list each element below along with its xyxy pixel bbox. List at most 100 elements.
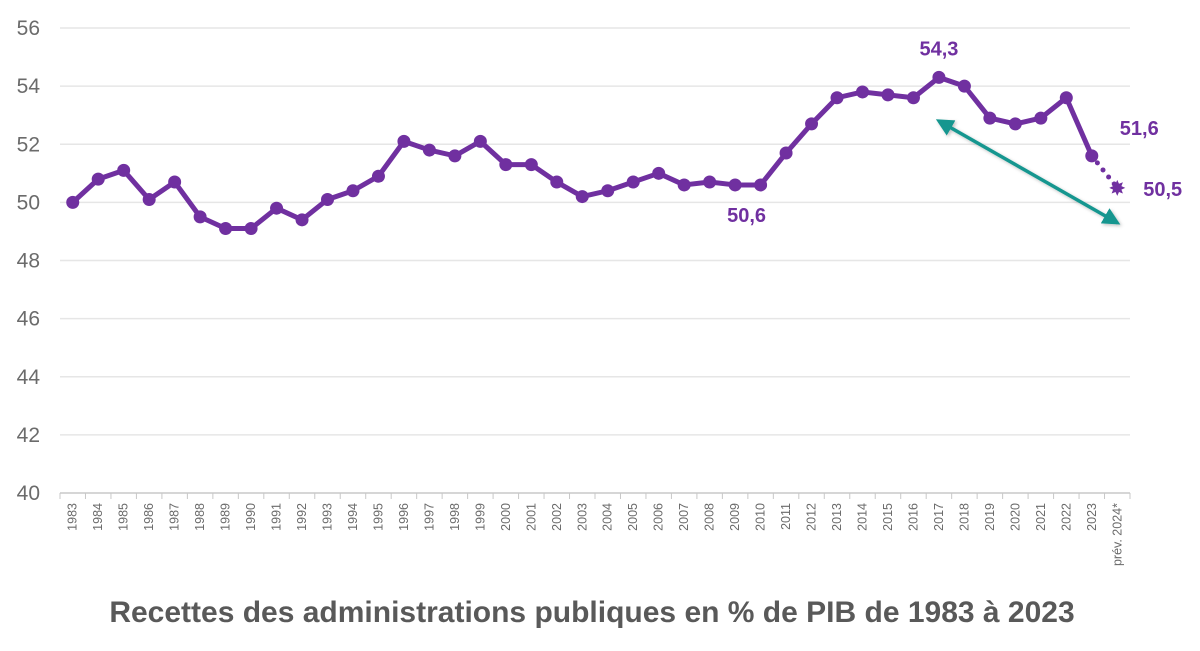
x-tick-label: 2006 [652, 503, 666, 531]
x-tick-label: 2015 [881, 503, 895, 531]
data-point [397, 134, 411, 148]
data-point [957, 79, 971, 93]
data-point [193, 210, 207, 224]
x-tick-label: 2020 [1008, 503, 1022, 531]
x-tick-label: 1993 [321, 503, 335, 531]
data-point [270, 201, 284, 215]
x-tick-label: 1991 [270, 503, 284, 531]
data-point [728, 178, 742, 192]
forecast-point [1109, 179, 1126, 196]
data-point [932, 70, 946, 84]
data-point [779, 146, 793, 160]
x-tick-label: 1997 [422, 503, 436, 531]
data-point [626, 175, 640, 189]
x-tick-label: 1999 [473, 503, 487, 531]
x-tick-label: 1984 [91, 503, 105, 531]
data-point [499, 158, 513, 172]
data-point [168, 175, 182, 189]
x-tick-label: 2007 [677, 503, 691, 531]
data-point [346, 184, 360, 198]
y-tick-label: 44 [17, 366, 41, 389]
x-axis: 1983 1984 1985 1986 1987 1988 1989 1990 1991 1992… [59, 492, 1131, 566]
data-point [1008, 117, 1022, 131]
x-tick-label: 1985 [117, 503, 131, 531]
trend-arrow [935, 119, 1121, 225]
series-line [70, 74, 1095, 232]
x-tick-label: 2023 [1085, 503, 1099, 531]
y-tick-label: 42 [17, 424, 40, 447]
x-tick-label: 2021 [1034, 503, 1048, 531]
data-point [575, 190, 589, 204]
data-point [881, 88, 895, 102]
x-tick-label: 1998 [448, 503, 462, 531]
x-tick-label: 2010 [754, 503, 768, 531]
data-point [91, 172, 105, 186]
x-tick-label: 2000 [499, 503, 513, 531]
data-point [677, 178, 691, 192]
chart-title: Recettes des administrations publiques e… [109, 596, 1074, 629]
data-point [66, 195, 80, 209]
y-axis: 40 42 44 46 48 50 52 54 56 [17, 17, 41, 505]
x-tick-label: prév. 2024* [1110, 503, 1124, 566]
data-point [371, 169, 385, 183]
x-tick-label: 2009 [728, 503, 742, 531]
y-tick-label: 50 [17, 191, 40, 214]
x-tick-label: 2016 [906, 503, 920, 531]
x-tick-label: 2004 [601, 503, 615, 531]
x-tick-label: 1990 [244, 503, 258, 531]
x-tick-label: 2001 [524, 503, 538, 531]
data-point [244, 222, 258, 236]
series-recettes [66, 70, 1126, 236]
x-tick-label: 1996 [397, 503, 411, 531]
data-point [906, 91, 920, 105]
y-tick-label: 46 [17, 308, 40, 331]
data-point [321, 192, 334, 206]
x-tick-label: 2011 [779, 503, 793, 530]
data-point [805, 117, 819, 131]
x-tick-label: 2019 [983, 503, 997, 531]
x-tick-label: 1994 [346, 503, 360, 531]
data-point [703, 175, 717, 189]
data-label: 51,6 [1120, 118, 1159, 140]
x-tick-label: 1992 [295, 503, 309, 531]
data-point [754, 178, 768, 192]
data-point [550, 175, 564, 189]
data-point [219, 222, 233, 236]
data-point [601, 184, 615, 198]
data-label: 50,6 [727, 205, 766, 227]
y-tick-label: 52 [17, 133, 40, 156]
data-point [117, 163, 131, 177]
x-tick-label: 2012 [805, 503, 819, 531]
x-tick-label: 2005 [626, 503, 640, 531]
data-point [856, 85, 869, 99]
x-tick-label: 1986 [142, 503, 156, 531]
x-tick-label: 2008 [703, 503, 717, 531]
x-tick-label: 2017 [932, 503, 946, 531]
x-tick-label: 2003 [575, 503, 589, 531]
x-tick-label: 1983 [66, 503, 80, 531]
x-tick-label: 2013 [830, 503, 844, 531]
data-label: 50,5 [1143, 179, 1182, 201]
data-point [422, 143, 436, 157]
data-point [142, 192, 156, 206]
data-point [448, 149, 462, 163]
y-tick-label: 54 [17, 75, 41, 98]
data-point [524, 158, 538, 172]
x-tick-label: 2018 [957, 503, 971, 531]
y-tick-label: 48 [17, 250, 40, 273]
y-tick-label: 56 [17, 17, 40, 40]
x-tick-label: 2002 [550, 503, 564, 531]
x-tick-label: 1988 [193, 503, 207, 531]
x-tick-label: 1987 [168, 503, 182, 531]
x-tick-label: 2014 [856, 503, 870, 531]
data-point [1034, 111, 1048, 125]
data-point [473, 134, 487, 148]
data-label: 54,3 [919, 38, 958, 60]
gridlines [60, 27, 1130, 436]
y-tick-label: 40 [17, 482, 40, 505]
data-point [983, 111, 997, 125]
annotations: 50,6 54,3 51,6 50,5 [727, 38, 1182, 227]
data-point [295, 213, 309, 227]
x-tick-label: 2022 [1059, 503, 1073, 531]
